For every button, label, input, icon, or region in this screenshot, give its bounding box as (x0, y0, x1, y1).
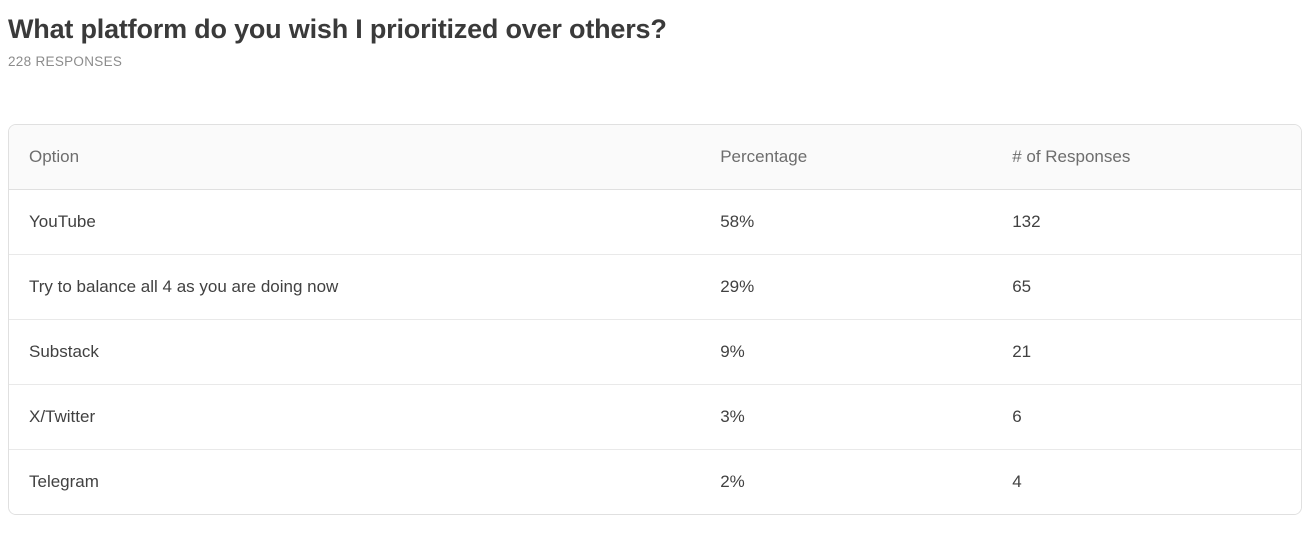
option-cell: Substack (9, 319, 701, 385)
option-cell: Telegram (9, 449, 701, 514)
results-table: Option Percentage # of Responses YouTube… (9, 124, 1301, 514)
column-header-responses: # of Responses (992, 124, 1301, 190)
percentage-cell: 3% (700, 384, 993, 450)
table-row: Try to balance all 4 as you are doing no… (9, 254, 1301, 320)
responses-cell: 132 (992, 189, 1301, 255)
percentage-cell: 9% (700, 319, 993, 385)
table-row: Substack 9% 21 (9, 319, 1301, 385)
percentage-cell: 58% (700, 189, 993, 255)
results-table-card: Option Percentage # of Responses YouTube… (8, 123, 1302, 515)
percentage-cell: 29% (700, 254, 993, 320)
responses-count: 228 RESPONSES (8, 53, 123, 69)
table-row: Telegram 2% 4 (9, 449, 1301, 514)
option-cell: Try to balance all 4 as you are doing no… (9, 254, 701, 320)
responses-cell: 65 (992, 254, 1301, 320)
table-row: X/Twitter 3% 6 (9, 384, 1301, 450)
responses-cell: 4 (992, 449, 1301, 514)
percentage-cell: 2% (700, 449, 993, 514)
column-header-option: Option (9, 124, 701, 190)
table-header-row: Option Percentage # of Responses (9, 124, 1301, 190)
responses-cell: 6 (992, 384, 1301, 450)
responses-cell: 21 (992, 319, 1301, 385)
column-header-percentage: Percentage (700, 124, 993, 190)
option-cell: YouTube (9, 189, 701, 255)
option-cell: X/Twitter (9, 384, 701, 450)
page-title: What platform do you wish I prioritized … (8, 14, 667, 44)
table-row: YouTube 58% 132 (9, 189, 1301, 255)
